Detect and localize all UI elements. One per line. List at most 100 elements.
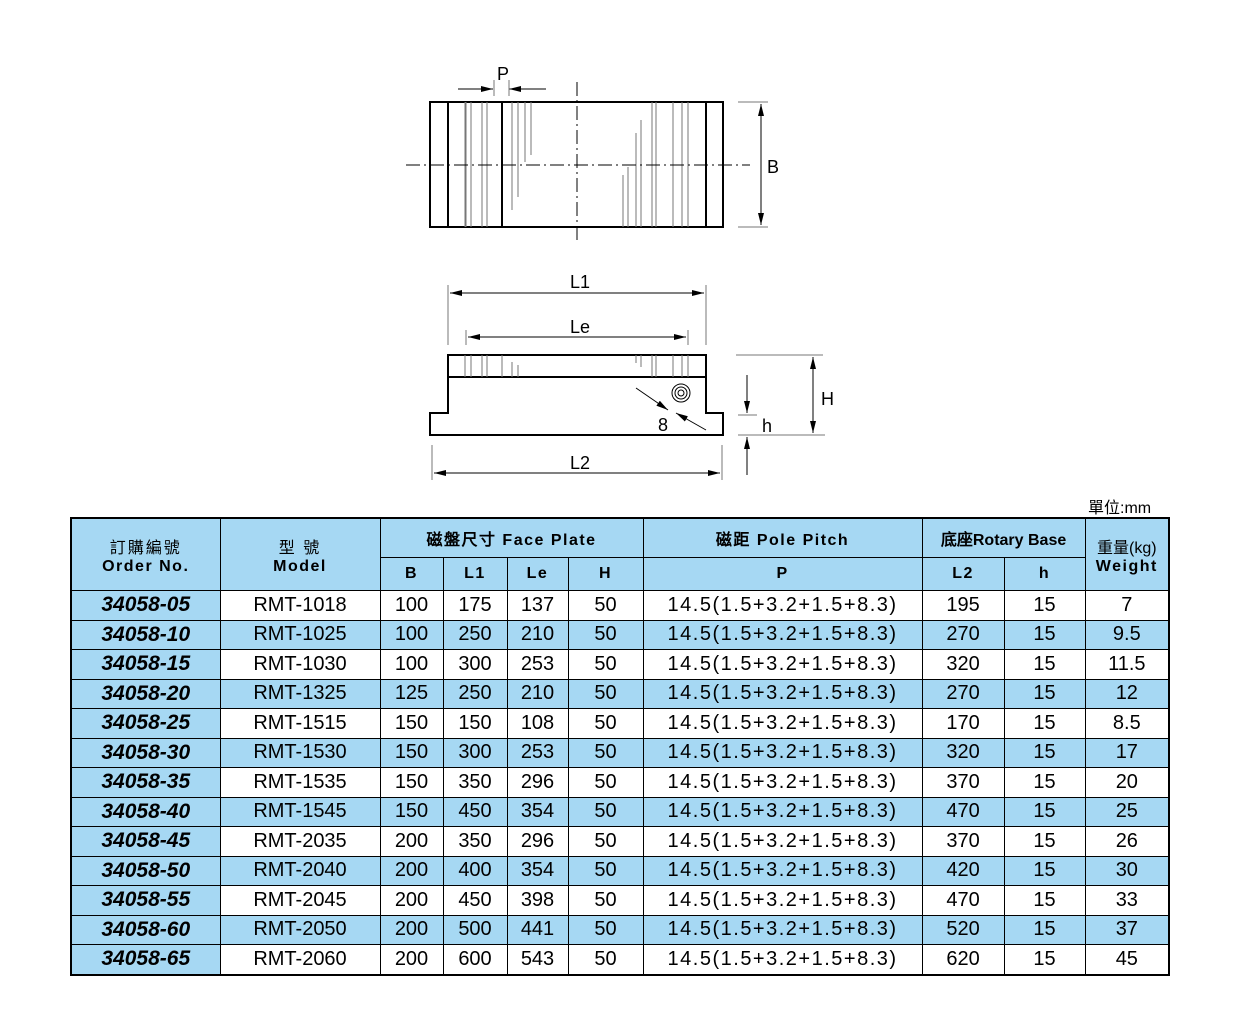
cell-le: 354 [506,855,569,886]
cell-order-no: 34058-15 [70,649,221,680]
header-l2: L2 [921,557,1005,591]
cell-h-base: 15 [1003,708,1086,739]
table-row: 34058-10 RMT-1025 100 250 210 50 14.5(1.5+3.2+… [70,619,1170,650]
cell-b: 150 [379,708,444,739]
cell-weight: 11.5 [1084,649,1170,680]
cell-h-base: 15 [1003,590,1086,621]
cell-h-base: 15 [1003,914,1086,945]
cell-weight: 25 [1084,796,1170,827]
cell-l1: 500 [442,914,508,945]
cell-l1: 250 [442,619,508,650]
cell-weight: 9.5 [1084,619,1170,650]
cell-b: 125 [379,678,444,709]
cell-le: 253 [506,737,569,768]
cell-model: RMT-1325 [219,678,381,709]
header-face-plate: 磁盤尺寸 Face Plate [379,517,644,558]
technical-drawing: P B L1 Le H h L2 8 [406,64,834,480]
cell-le: 398 [506,885,569,916]
cell-order-no: 34058-60 [70,914,221,945]
spec-table: 訂購編號 Order No. 型 號 Model 磁盤尺寸 Face Plate 磁… [70,517,1171,976]
cell-h-base: 15 [1003,678,1086,709]
cell-l1: 250 [442,678,508,709]
cell-p: 14.5(1.5+3.2+1.5+8.3) [642,796,923,827]
cell-l2: 370 [921,826,1005,857]
cell-b: 200 [379,885,444,916]
cell-weight: 45 [1084,944,1170,975]
cell-b: 150 [379,737,444,768]
cell-b: 100 [379,649,444,680]
cell-weight: 33 [1084,885,1170,916]
header-order-no: 訂購編號 Order No. [70,517,221,591]
cell-weight: 26 [1084,826,1170,857]
cell-order-no: 34058-30 [70,737,221,768]
cell-h: 50 [567,649,644,680]
table-row: 34058-20 RMT-1325 125 250 210 50 14.5(1.5+3.2+… [70,678,1170,709]
cell-b: 200 [379,914,444,945]
cell-h: 50 [567,826,644,857]
cell-p: 14.5(1.5+3.2+1.5+8.3) [642,708,923,739]
cell-order-no: 34058-55 [70,885,221,916]
cell-h: 50 [567,767,644,798]
cell-b: 150 [379,767,444,798]
cell-b: 200 [379,826,444,857]
cell-order-no: 34058-65 [70,944,221,975]
cell-h-base: 15 [1003,767,1086,798]
header-le: Le [506,557,569,591]
cell-l1: 350 [442,826,508,857]
cell-l1: 350 [442,767,508,798]
cell-l1: 450 [442,796,508,827]
cell-l2: 470 [921,885,1005,916]
cell-model: RMT-1535 [219,767,381,798]
cell-l1: 150 [442,708,508,739]
cell-h: 50 [567,737,644,768]
cell-weight: 17 [1084,737,1170,768]
cell-h: 50 [567,944,644,975]
cell-l1: 175 [442,590,508,621]
cell-b: 200 [379,944,444,975]
cell-p: 14.5(1.5+3.2+1.5+8.3) [642,590,923,621]
label-le: Le [570,317,590,337]
cell-model: RMT-2045 [219,885,381,916]
cell-b: 150 [379,796,444,827]
header-pole-pitch: 磁距 Pole Pitch [642,517,923,558]
cell-model: RMT-1530 [219,737,381,768]
cell-p: 14.5(1.5+3.2+1.5+8.3) [642,944,923,975]
cell-h-base: 15 [1003,619,1086,650]
cell-model: RMT-1515 [219,708,381,739]
cell-l1: 400 [442,855,508,886]
cell-l1: 300 [442,737,508,768]
label-h-upper: H [821,389,834,409]
cell-order-no: 34058-05 [70,590,221,621]
cell-h-base: 15 [1003,737,1086,768]
cell-model: RMT-2040 [219,855,381,886]
cell-h: 50 [567,914,644,945]
cell-l2: 270 [921,619,1005,650]
cell-model: RMT-1545 [219,796,381,827]
cell-l2: 370 [921,767,1005,798]
cell-model: RMT-2060 [219,944,381,975]
cell-order-no: 34058-45 [70,826,221,857]
cell-h-base: 15 [1003,649,1086,680]
header-l1: L1 [442,557,508,591]
header-p: P [642,557,923,591]
cell-weight: 37 [1084,914,1170,945]
label-bolt: 8 [658,415,668,435]
cell-l2: 420 [921,855,1005,886]
cell-p: 14.5(1.5+3.2+1.5+8.3) [642,855,923,886]
cell-weight: 30 [1084,855,1170,886]
cell-p: 14.5(1.5+3.2+1.5+8.3) [642,737,923,768]
table-row: 34058-65 RMT-2060 200 600 543 50 14.5(1.5+3.2+… [70,944,1170,975]
side-view [429,285,825,480]
cell-b: 100 [379,590,444,621]
cell-h: 50 [567,796,644,827]
table-row: 34058-60 RMT-2050 200 500 441 50 14.5(1.5+3.2+… [70,914,1170,945]
cell-l2: 320 [921,649,1005,680]
cell-le: 210 [506,678,569,709]
cell-model: RMT-2035 [219,826,381,857]
cell-model: RMT-1018 [219,590,381,621]
cell-le: 296 [506,826,569,857]
cell-h-base: 15 [1003,826,1086,857]
cell-weight: 12 [1084,678,1170,709]
cell-l2: 520 [921,914,1005,945]
cell-b: 200 [379,855,444,886]
